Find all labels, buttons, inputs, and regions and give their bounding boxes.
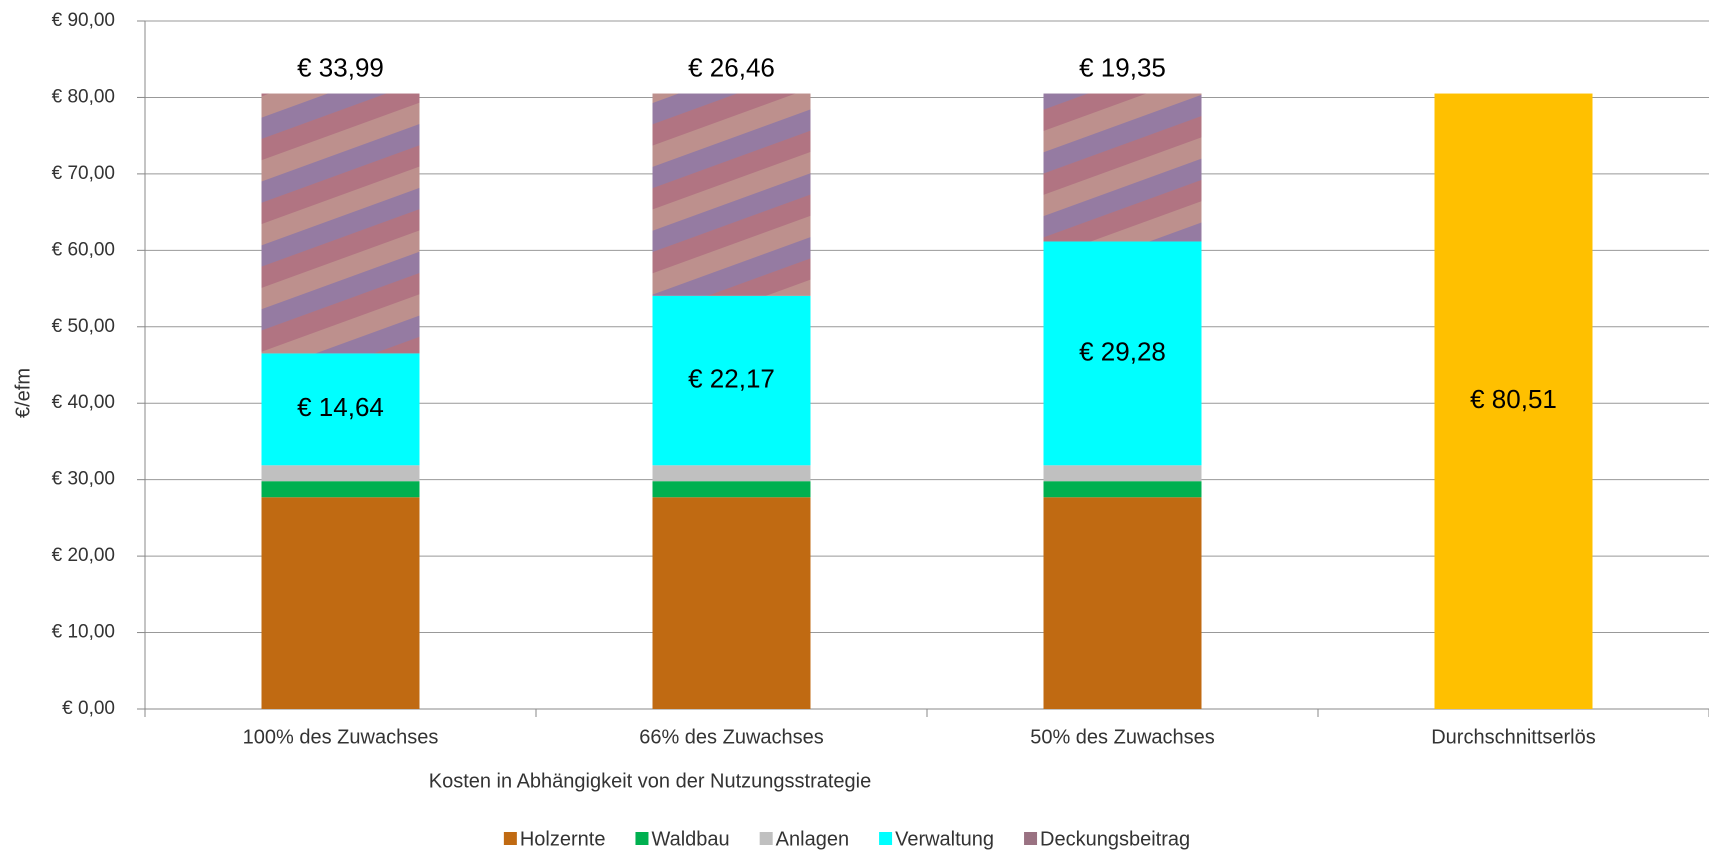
data-label: € 22,17	[688, 363, 775, 393]
x-tick-label: 50% des Zuwachses	[1030, 726, 1215, 748]
y-tick-label: € 70,00	[52, 163, 115, 184]
legend-label: Verwaltung	[895, 828, 994, 850]
data-label: € 29,28	[1079, 336, 1166, 366]
legend: Holzernte Waldbau Anlagen Verwaltung Deckung…	[504, 828, 1190, 850]
y-tick-label: € 60,00	[52, 239, 115, 260]
legend-swatch	[635, 832, 648, 845]
y-tick-label: € 80,00	[52, 86, 115, 107]
bar-segment	[262, 497, 420, 709]
y-tick-label: € 50,00	[52, 316, 115, 337]
data-label: € 19,35	[1079, 52, 1166, 82]
bar-segment	[262, 481, 420, 497]
x-tick-label: Durchschnittserlös	[1431, 726, 1596, 748]
data-label: € 33,99	[297, 52, 384, 82]
legend-label: Holzernte	[520, 828, 606, 850]
legend-label: Waldbau	[651, 828, 729, 850]
y-tick-label: € 30,00	[52, 469, 115, 490]
x-tick-label: 66% des Zuwachses	[639, 726, 824, 748]
bar-segment	[1044, 497, 1202, 709]
legend-label: Deckungsbeitrag	[1040, 828, 1190, 850]
y-axis-title: €/efm	[12, 368, 34, 418]
legend-swatch	[1024, 832, 1037, 845]
bar-segment	[653, 481, 811, 497]
legend-swatch	[879, 832, 892, 845]
bar-texture	[653, 94, 811, 296]
legend-label: Anlagen	[776, 828, 849, 850]
data-label: € 14,64	[297, 392, 384, 422]
legend-swatch	[760, 832, 773, 845]
y-tick-label: € 10,00	[52, 622, 115, 643]
chart: €/efm Kosten in Abhängigkeit von der Nut…	[0, 0, 1709, 862]
bar-segment	[262, 465, 420, 481]
y-tick-label: € 40,00	[52, 392, 115, 413]
legend-swatch	[504, 832, 517, 845]
y-tick-label: € 20,00	[52, 545, 115, 566]
bar-texture	[262, 94, 420, 354]
x-axis-title: Kosten in Abhängigkeit von der Nutzungss…	[429, 770, 872, 792]
data-label: € 26,46	[688, 52, 775, 82]
bar-segment	[1044, 465, 1202, 481]
bar-texture	[1044, 94, 1202, 242]
data-label: € 80,51	[1470, 384, 1557, 414]
bar-segment	[653, 465, 811, 481]
y-tick-label: € 0,00	[62, 698, 115, 719]
y-tick-label: € 90,00	[52, 10, 115, 31]
bar-segment	[653, 497, 811, 709]
bar-segment	[1044, 481, 1202, 497]
x-tick-label: 100% des Zuwachses	[243, 726, 439, 748]
